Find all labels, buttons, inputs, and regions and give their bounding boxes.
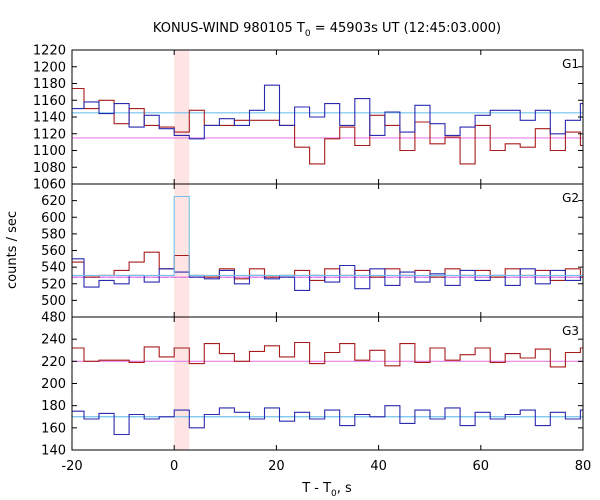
series-red-histogram xyxy=(72,87,583,165)
y-tick-label: 180 xyxy=(41,399,66,414)
y-tick-label: 580 xyxy=(41,227,66,242)
panel-label-g1: G1 xyxy=(562,57,579,71)
chart-title: KONUS-WIND 980105 T0 = 45903s UT (12:45:… xyxy=(153,21,501,39)
series-blue-histogram xyxy=(72,258,583,291)
x-tick-label: 0 xyxy=(170,459,178,474)
frame-layer xyxy=(71,49,584,451)
y-tick-label: 560 xyxy=(41,244,66,259)
y-tick-label: 160 xyxy=(41,421,66,436)
y-tick-label: 1160 xyxy=(33,94,66,109)
y-tick-label: 500 xyxy=(41,294,66,309)
y-tick-label: 540 xyxy=(41,261,66,276)
y-axis-label: counts / sec xyxy=(5,211,20,289)
panel-frame-g2 xyxy=(71,183,584,318)
data-layer xyxy=(72,84,583,436)
panel-frame-g1 xyxy=(71,49,584,185)
panel-g2 xyxy=(72,195,583,291)
highlight-layer xyxy=(174,50,190,450)
y-tick-label: 1100 xyxy=(33,144,66,159)
x-tick-label: -20 xyxy=(61,459,82,474)
series-blue-histogram xyxy=(72,405,583,436)
y-tick-label: 220 xyxy=(41,355,66,370)
trigger-highlight-band xyxy=(174,50,190,450)
y-tick-label: 1200 xyxy=(33,60,66,75)
y-tick-label: 200 xyxy=(41,377,66,392)
y-tick-label: 1060 xyxy=(33,178,66,193)
y-tick-label: 480 xyxy=(41,311,66,326)
x-tick-label: 80 xyxy=(575,459,592,474)
y-tick-label: 1220 xyxy=(33,44,66,59)
panel-frame-g3 xyxy=(71,316,584,451)
series-red-histogram xyxy=(72,341,583,368)
x-axis-label: T - T0, s xyxy=(301,481,352,499)
text-layer: KONUS-WIND 980105 T0 = 45903s UT (12:45:… xyxy=(5,21,591,499)
y-tick-label: 1080 xyxy=(33,161,66,176)
y-tick-label: 1180 xyxy=(33,77,66,92)
y-tick-label: 240 xyxy=(41,333,66,348)
y-tick-label: 1140 xyxy=(33,111,66,126)
series-red-histogram xyxy=(72,251,583,281)
x-tick-label: 40 xyxy=(370,459,387,474)
x-tick-label: 60 xyxy=(473,459,490,474)
panel-g1 xyxy=(72,84,583,165)
panel-label-g2: G2 xyxy=(562,191,579,205)
y-tick-label: 600 xyxy=(41,211,66,226)
y-tick-label: 620 xyxy=(41,194,66,209)
y-tick-label: 140 xyxy=(41,444,66,459)
panel-label-g3: G3 xyxy=(562,324,579,338)
y-tick-label: 1120 xyxy=(33,127,66,142)
y-tick-label: 520 xyxy=(41,277,66,292)
series-cyan-histogram xyxy=(72,195,583,276)
series-blue-histogram xyxy=(72,84,583,140)
x-tick-label: 20 xyxy=(268,459,285,474)
panel-g3 xyxy=(72,341,583,436)
